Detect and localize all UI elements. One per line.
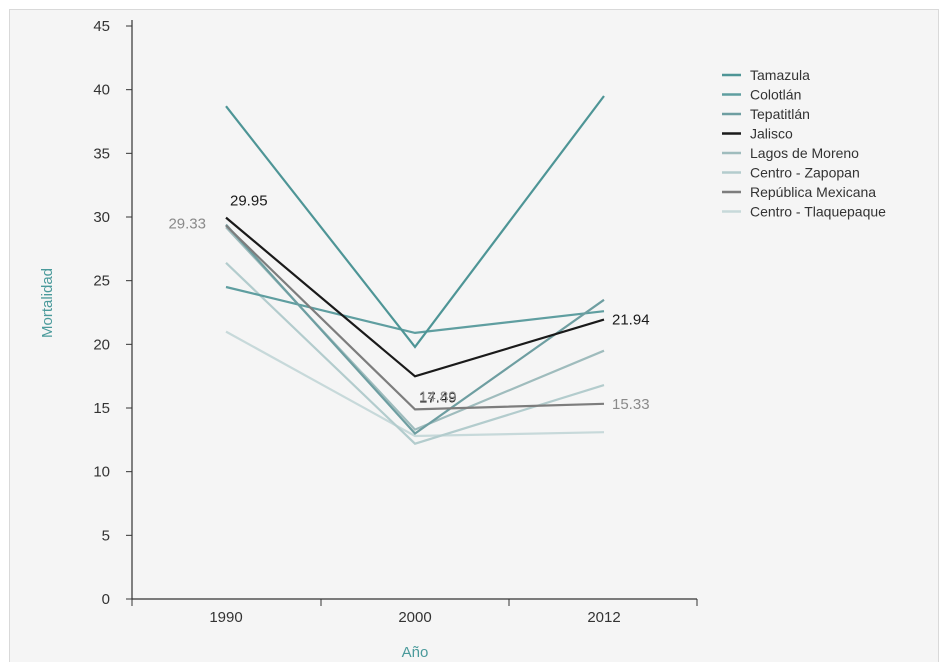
legend-label: Tepatitlán: [750, 106, 810, 122]
data-label: 14.89: [419, 388, 457, 405]
y-tick-label: 10: [93, 464, 110, 481]
y-tick-label: 30: [93, 209, 110, 226]
series-line-republica-mexicana: [225, 224, 605, 411]
series-line-colotlan: [225, 285, 605, 335]
x-tick-label: 2000: [398, 609, 431, 626]
y-tick-label: 15: [93, 400, 110, 417]
data-label: 29.33: [168, 216, 206, 233]
legend-label: Centro - Zapopan: [750, 165, 860, 181]
series-layer: [225, 95, 605, 445]
series-line-lagos-de-moreno: [225, 226, 605, 431]
legend-label: Tamazula: [750, 67, 810, 83]
series-line-centro-tlaquepaque: [225, 330, 605, 438]
legend-label: Lagos de Moreno: [750, 145, 859, 161]
y-tick-label: 5: [102, 527, 110, 544]
x-tick-label: 1990: [209, 609, 242, 626]
data-label: 21.94: [612, 312, 650, 329]
data-labels: 29.95 17.49 21.94 29.33 14.89 15.33: [168, 193, 649, 413]
y-tick-label: 0: [102, 591, 110, 608]
axes: 0 5 10 15 20 25 30 35 40 45 1990 2000 2012: [93, 18, 698, 626]
series-line-tamazula: [225, 95, 605, 349]
legend-label: Jalisco: [750, 126, 793, 142]
legend-label: Centro - Tlaquepaque: [750, 204, 886, 220]
data-label: 17.49: [419, 389, 457, 406]
data-label: 15.33: [612, 396, 650, 413]
data-label: 29.95: [230, 193, 268, 210]
y-tick-label: 45: [93, 18, 110, 35]
x-axis-title: Año: [402, 644, 429, 661]
legend: Tamazula Colotlán Tepatitlán Jalisco Lagos d…: [722, 67, 886, 220]
y-tick-label: 25: [93, 273, 110, 290]
legend-label: Colotlán: [750, 87, 801, 103]
y-tick-label: 40: [93, 82, 110, 99]
y-tick-label: 20: [93, 336, 110, 353]
y-axis-title: Mortalidad: [39, 268, 56, 338]
y-tick-label: 35: [93, 145, 110, 162]
series-line-jalisco: [225, 216, 605, 378]
legend-label: República Mexicana: [750, 184, 876, 200]
series-line-tepatitlan: [225, 223, 605, 435]
series-line-centro-zapopan: [225, 262, 605, 445]
x-tick-label: 2012: [587, 609, 620, 626]
chart-frame: [9, 9, 939, 662]
